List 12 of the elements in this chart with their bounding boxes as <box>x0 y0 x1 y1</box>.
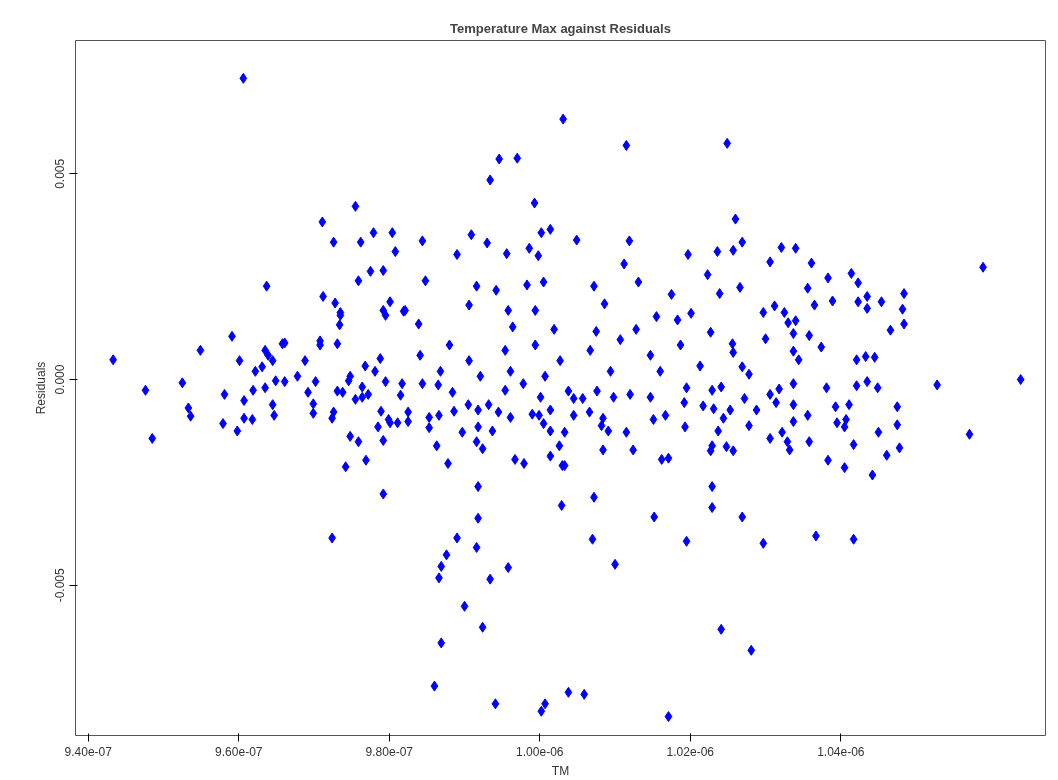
chart-title: Temperature Max against Residuals <box>450 20 671 36</box>
x-tick-label: 9.60e-07 <box>215 744 263 759</box>
x-tick-label: 9.80e-07 <box>365 744 414 759</box>
y-tick-label: 0.005 <box>53 158 68 189</box>
x-axis-title: TM <box>551 763 570 778</box>
y-axis-title: Residuals <box>33 361 48 415</box>
x-tick-label: 1.02e-06 <box>666 744 715 759</box>
x-tick-label: 1.04e-06 <box>817 744 865 759</box>
x-tick-label: 9.40e-07 <box>64 744 113 759</box>
y-tick-label: 0.000 <box>53 364 68 395</box>
x-tick-label: 1.00e-06 <box>516 744 564 759</box>
y-tick-label: -0.005 <box>53 567 68 603</box>
